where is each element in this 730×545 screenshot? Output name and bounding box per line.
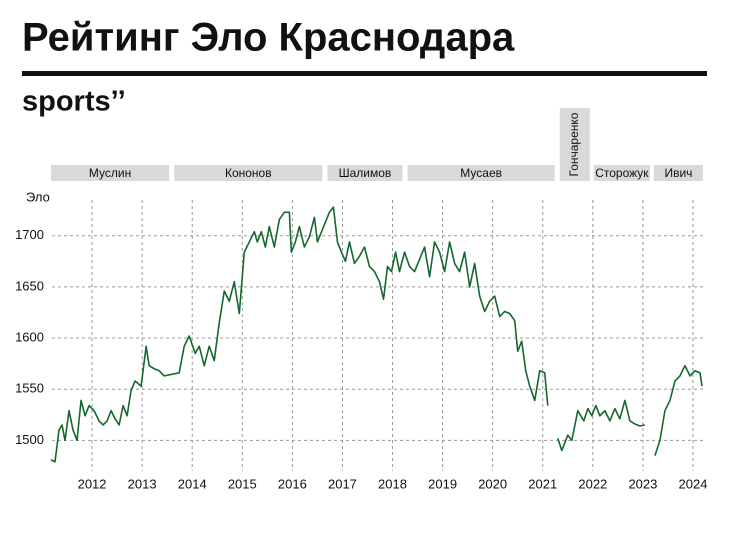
y-tick-label: 1700: [15, 227, 44, 242]
x-tick-label: 2018: [378, 476, 407, 491]
y-tick-label: 1600: [15, 329, 44, 344]
manager-band: [593, 165, 650, 181]
x-tick-label: 2021: [528, 476, 557, 491]
manager-label: Сторожук: [595, 166, 649, 180]
manager-label: Гончаренко: [567, 112, 581, 176]
line: [50, 206, 549, 463]
line: [557, 399, 646, 452]
manager-label: Мусаев: [460, 166, 502, 180]
manager-label: Кононов: [225, 166, 272, 180]
y-tick-label: 1550: [15, 381, 44, 396]
logo: sports’’: [22, 86, 126, 118]
x-tick-label: 2020: [478, 476, 507, 491]
x-tick-label: 2016: [278, 476, 307, 491]
manager-band: [407, 165, 555, 181]
y-axis-label: Эло: [26, 189, 50, 204]
x-tick-label: 2013: [128, 476, 157, 491]
x-tick-label: 2015: [228, 476, 257, 491]
manager-label: Шалимов: [339, 166, 392, 180]
x-tick-label: 2022: [578, 476, 607, 491]
manager-band: [50, 165, 170, 181]
manager-band: [174, 165, 323, 181]
manager-band: [559, 108, 590, 181]
x-tick-label: 2012: [78, 476, 107, 491]
y-tick-label: 1650: [15, 278, 44, 293]
title-rule: [22, 71, 707, 76]
manager-band: [653, 165, 703, 181]
y-tick-label: 1500: [15, 432, 44, 447]
x-tick-label: 2023: [628, 476, 657, 491]
x-tick-label: 2019: [428, 476, 457, 491]
chart-title: Рейтинг Эло Краснодара: [22, 16, 515, 60]
line: [654, 364, 703, 456]
manager-label: Ивич: [664, 166, 692, 180]
x-tick-label: 2024: [679, 476, 708, 491]
manager-label: Муслин: [89, 166, 131, 180]
manager-band: [327, 165, 403, 181]
x-tick-label: 2017: [328, 476, 357, 491]
x-tick-label: 2014: [178, 476, 207, 491]
